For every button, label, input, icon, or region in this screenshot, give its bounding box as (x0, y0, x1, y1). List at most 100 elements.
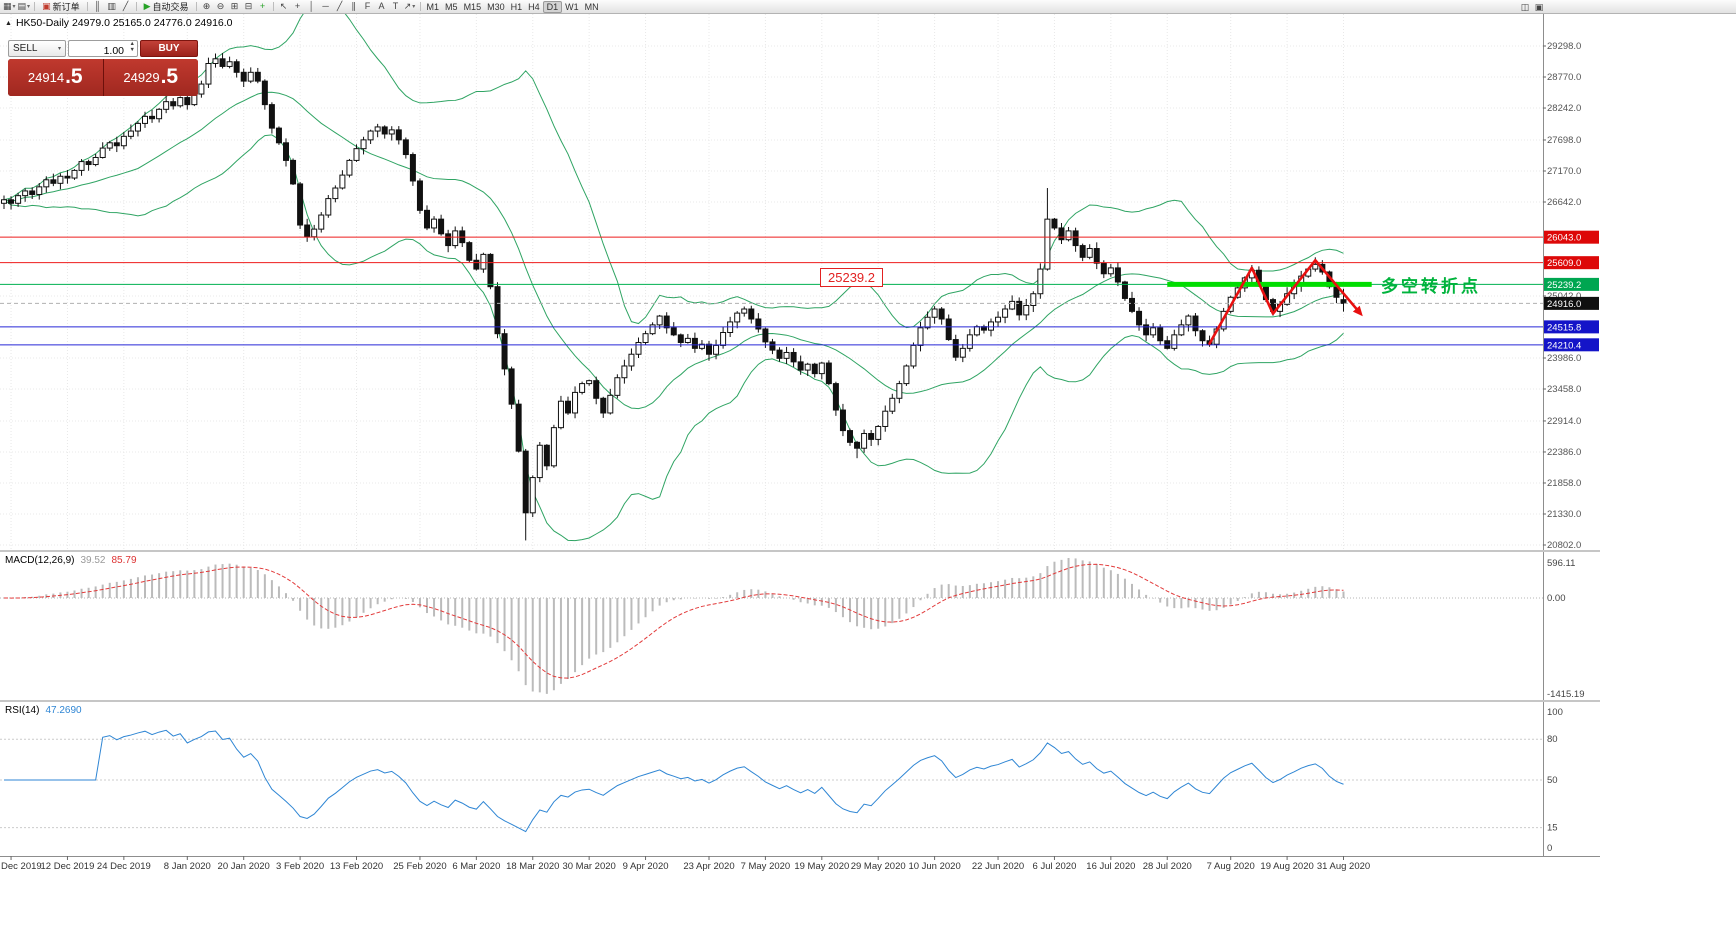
bollinger-lower-band (3, 134, 1344, 542)
volume-input[interactable] (69, 43, 137, 59)
sell-button-label: SELL (13, 43, 38, 54)
chart-window-icon[interactable]: ◫ (1520, 1, 1530, 12)
svg-text:8 Jan 2020: 8 Jan 2020 (164, 861, 211, 872)
bollinger-bands (3, 14, 1344, 542)
buy-price-button[interactable]: 24929 .5 (103, 59, 198, 96)
channel-icon[interactable]: ∥ (351, 1, 356, 11)
svg-text:28242.0: 28242.0 (1547, 103, 1581, 114)
new-order-button[interactable]: ▣ 新订单 (42, 1, 80, 12)
svg-text:12 Dec 2019: 12 Dec 2019 (41, 861, 95, 872)
crosshair-icon[interactable]: + (294, 1, 301, 11)
cursor-icon[interactable]: ↖ (279, 1, 288, 11)
macd-main-value: 39.52 (80, 555, 106, 566)
macd-histogram (10, 558, 1345, 694)
fibonacci-icon[interactable]: F (364, 1, 371, 11)
text-label-icon[interactable]: T (392, 1, 399, 11)
svg-text:22914.0: 22914.0 (1547, 416, 1581, 427)
vertical-line-icon[interactable]: │ (308, 1, 315, 11)
toolbar-separator (86, 2, 88, 11)
toolbar-separator (195, 2, 197, 11)
candlestick-chart-icon[interactable]: ▥ (107, 1, 116, 11)
svg-text:24 Dec 2019: 24 Dec 2019 (97, 861, 151, 872)
timeframe-m15[interactable]: M15 (463, 1, 482, 12)
toolbar-separator (135, 2, 137, 11)
price-badge (1544, 296, 1599, 310)
timeframe-m1[interactable]: M1 (426, 1, 440, 12)
svg-text:22386.0: 22386.0 (1547, 447, 1581, 458)
profiles-icon[interactable]: ▤ ▾ (17, 1, 31, 11)
chart-symbol-info: ▲ HK50-Daily 24979.0 25165.0 24776.0 2491… (5, 17, 233, 29)
chevron-down-icon: ▾ (57, 46, 61, 52)
docking-icon[interactable]: ▣ (1534, 1, 1544, 12)
rsi-value: 47.2690 (45, 705, 82, 716)
svg-text:24210.4: 24210.4 (1547, 340, 1581, 351)
svg-text:7 Aug 2020: 7 Aug 2020 (1207, 861, 1255, 872)
timeframe-m5[interactable]: M5 (445, 1, 458, 12)
timeframe-h4[interactable]: H4 (528, 1, 540, 12)
sell-button[interactable]: SELL ▾ (8, 40, 66, 57)
cascade-windows-icon[interactable]: ⊟ (244, 1, 253, 11)
svg-text:16 Jul 2020: 16 Jul 2020 (1086, 861, 1135, 872)
price-badge (1544, 320, 1599, 334)
rsi-name: RSI(14) (5, 705, 40, 716)
horizontal-lines[interactable] (0, 236, 1543, 346)
svg-text:596.11: 596.11 (1547, 558, 1575, 569)
one-click-trading-panel: SELL ▾ ▲ ▼ BUY 24914 .5 24929 .5 (8, 40, 198, 96)
sell-price-button[interactable]: 24914 .5 (8, 59, 103, 96)
horizontal-line-icon[interactable]: ─ (322, 1, 329, 11)
trendline-icon[interactable]: ╱ (336, 1, 343, 11)
zoom-in-icon[interactable]: ⊕ (202, 1, 211, 11)
price-annotation[interactable]: 25239.2 (820, 268, 883, 287)
one-click-collapse-icon[interactable]: ▲ (5, 20, 12, 27)
svg-text:28770.0: 28770.0 (1547, 72, 1581, 83)
toolbar-right-group: ◫ ▣ (1518, 1, 1546, 13)
turning-point-annotation[interactable]: 多空转折点 (1381, 277, 1481, 296)
svg-text:24515.8: 24515.8 (1547, 322, 1581, 333)
one-click-price-row: 24914 .5 24929 .5 (8, 59, 198, 96)
spinner-down-icon[interactable]: ▼ (129, 46, 135, 53)
macd-signal-line (3, 563, 1344, 679)
svg-text:18 Mar 2020: 18 Mar 2020 (506, 861, 559, 872)
svg-text:50: 50 (1547, 775, 1558, 786)
panel-splitter[interactable] (0, 550, 1600, 552)
zigzag-annotation[interactable] (1208, 258, 1359, 345)
svg-text:15: 15 (1547, 823, 1558, 834)
panel-splitter[interactable] (0, 700, 1600, 702)
add-indicator-icon[interactable]: + (259, 1, 266, 11)
svg-text:23 Apr 2020: 23 Apr 2020 (683, 861, 734, 872)
auto-trading-button[interactable]: ▶ 自动交易 (143, 1, 189, 12)
buy-button[interactable]: BUY (140, 40, 198, 57)
svg-text:80: 80 (1547, 734, 1558, 745)
buy-price-fraction: .5 (160, 64, 179, 88)
text-icon[interactable]: A (378, 1, 385, 11)
timeframe-mn[interactable]: MN (584, 1, 599, 12)
svg-text:25 Feb 2020: 25 Feb 2020 (393, 861, 446, 872)
zigzag-arrowhead (1352, 305, 1363, 317)
svg-text:27698.0: 27698.0 (1547, 135, 1581, 146)
bollinger-upper-band (3, 14, 1344, 329)
timeframe-h1[interactable]: H1 (510, 1, 523, 12)
svg-text:20 Jan 2020: 20 Jan 2020 (218, 861, 270, 872)
timeframe-w1[interactable]: W1 (565, 1, 579, 12)
arrows-icon[interactable]: ↗ ▾ (403, 1, 416, 11)
tile-windows-icon[interactable]: ⊞ (230, 1, 239, 11)
svg-text:100: 100 (1547, 707, 1563, 718)
spinner-up-icon[interactable]: ▲ (129, 41, 135, 47)
new-chart-icon[interactable]: ▦ ▾ (3, 1, 16, 11)
svg-text:26043.0: 26043.0 (1547, 233, 1581, 244)
zoom-out-icon[interactable]: ⊖ (216, 1, 225, 11)
svg-text:29298.0: 29298.0 (1547, 41, 1581, 52)
ohlc-info: HK50-Daily 24979.0 25165.0 24776.0 24916… (15, 17, 233, 29)
svg-text:30 Mar 2020: 30 Mar 2020 (562, 861, 615, 872)
bar-chart-icon[interactable]: ║ (94, 1, 101, 11)
macd-signal-value: 85.79 (111, 555, 137, 566)
svg-text:0.00: 0.00 (1547, 593, 1566, 604)
timeframe-m30[interactable]: M30 (487, 1, 505, 12)
macd-indicator-label: MACD(12,26,9) 39.52 85.79 (5, 555, 137, 566)
toolbar-separator (34, 2, 36, 11)
svg-text:29 May 2020: 29 May 2020 (851, 861, 906, 872)
timeframe-d1[interactable]: D1 (542, 0, 563, 13)
line-chart-icon[interactable]: ╱ (122, 1, 129, 11)
